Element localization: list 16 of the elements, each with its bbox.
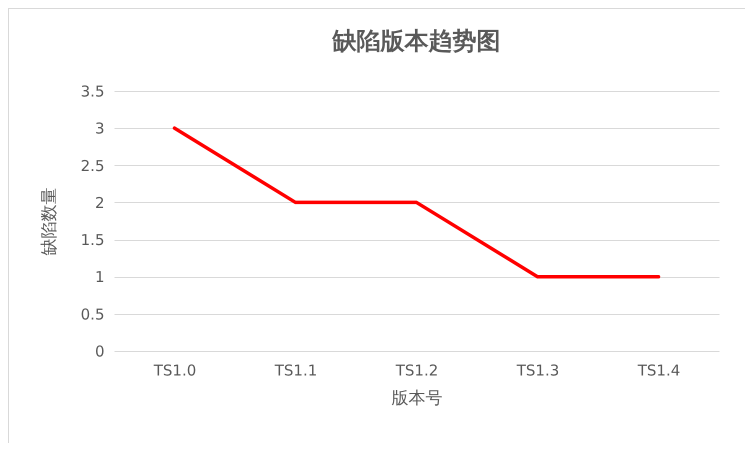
x-tick-label: TS1.3 <box>516 362 560 380</box>
x-tick-label: TS1.0 <box>152 362 196 380</box>
y-tick-label: 2.5 <box>80 156 104 175</box>
chart-title: 缺陷版本趋势图 <box>332 27 500 55</box>
y-tick-label: 3 <box>94 120 104 138</box>
x-tick-label: TS1.4 <box>636 362 680 380</box>
y-tick-label: 1 <box>94 268 104 286</box>
x-tick-label: TS1.2 <box>394 362 438 380</box>
y-tick-label: 2 <box>94 194 104 212</box>
y-tick-label: 0.5 <box>80 305 104 324</box>
x-axis-title: 版本号 <box>392 388 442 408</box>
y-tick-label: 3.5 <box>80 82 104 100</box>
y-axis-title: 缺陷数量 <box>40 188 60 256</box>
y-tick-label: 1.5 <box>80 231 104 250</box>
x-tick-label: TS1.1 <box>274 362 318 380</box>
y-tick-label: 0 <box>94 342 104 360</box>
